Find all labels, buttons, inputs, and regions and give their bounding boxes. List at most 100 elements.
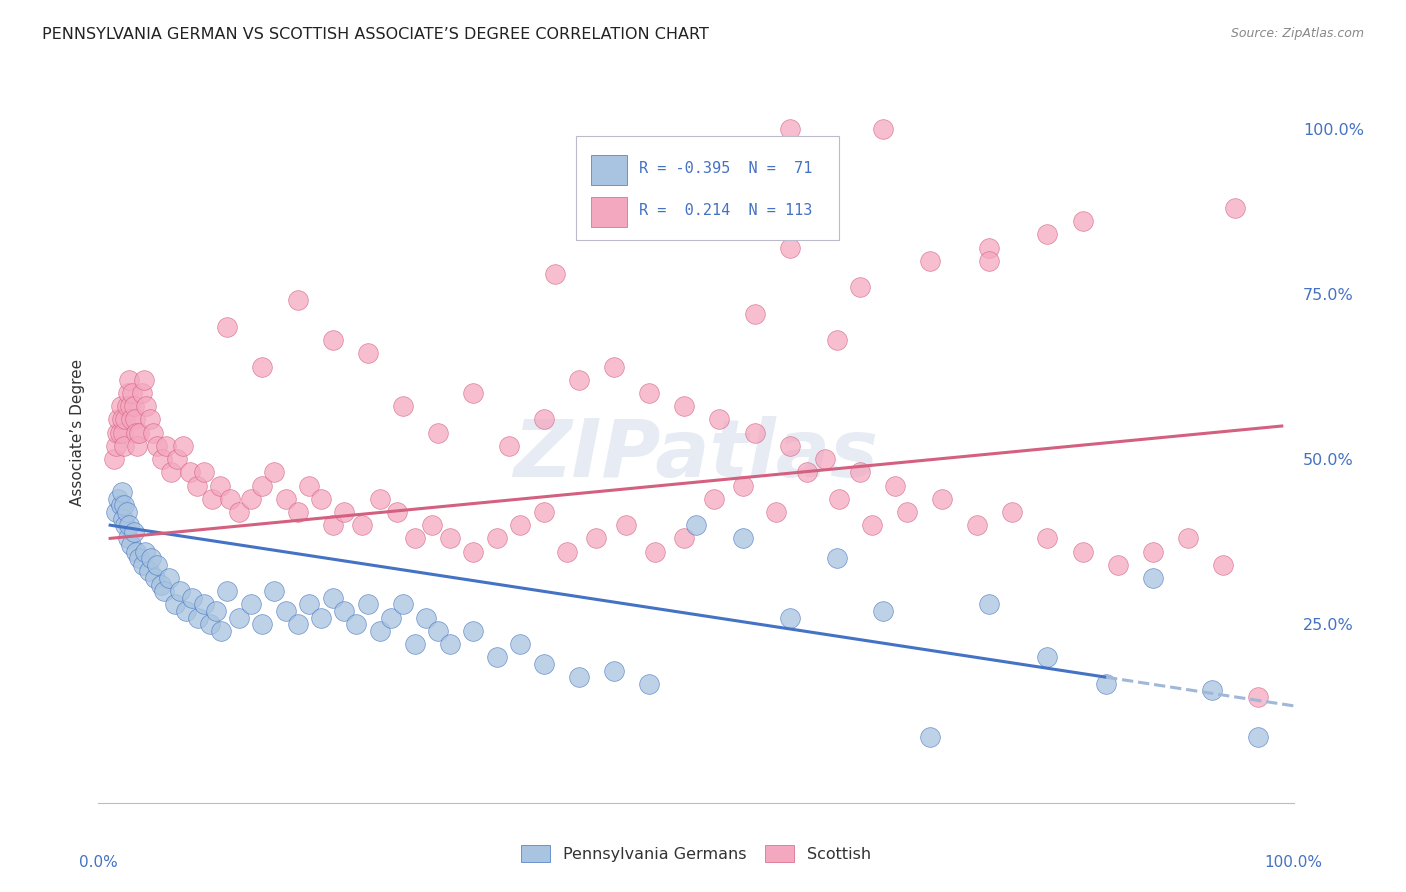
- Point: [322, 333, 344, 347]
- Point: [252, 478, 274, 492]
- Point: [287, 505, 309, 519]
- Point: [132, 373, 156, 387]
- Point: [1247, 690, 1270, 704]
- Point: [1071, 214, 1094, 228]
- Point: [263, 465, 285, 479]
- Point: [896, 505, 918, 519]
- Point: [105, 439, 128, 453]
- Point: [779, 240, 801, 255]
- Point: [1095, 677, 1118, 691]
- Point: [966, 518, 988, 533]
- Point: [920, 253, 942, 268]
- Point: [105, 425, 128, 440]
- Point: [141, 551, 163, 566]
- Point: [112, 511, 135, 525]
- Point: [357, 598, 380, 612]
- Point: [825, 333, 848, 347]
- Point: [228, 611, 250, 625]
- Point: [146, 439, 169, 453]
- Point: [274, 491, 297, 506]
- Point: [186, 478, 208, 492]
- Point: [112, 425, 135, 440]
- Point: [1142, 544, 1164, 558]
- Point: [107, 412, 129, 426]
- Point: [117, 532, 139, 546]
- Point: [201, 491, 224, 506]
- Point: [157, 571, 180, 585]
- Point: [333, 505, 356, 519]
- Point: [153, 584, 176, 599]
- Point: [872, 121, 894, 136]
- Point: [585, 532, 607, 546]
- Point: [149, 577, 172, 591]
- Text: 0.0%: 0.0%: [79, 855, 118, 870]
- Point: [128, 425, 150, 440]
- Point: [107, 491, 129, 506]
- Point: [1247, 730, 1270, 744]
- Point: [644, 544, 666, 558]
- Point: [568, 373, 591, 387]
- Point: [1036, 532, 1059, 546]
- Point: [110, 399, 132, 413]
- Point: [150, 452, 173, 467]
- Point: [111, 485, 134, 500]
- Point: [709, 412, 731, 426]
- Point: [884, 478, 907, 492]
- Point: [703, 491, 725, 506]
- Point: [439, 532, 461, 546]
- Point: [239, 491, 262, 506]
- Point: [211, 624, 233, 638]
- Point: [673, 532, 696, 546]
- Point: [860, 518, 883, 533]
- Point: [1223, 201, 1246, 215]
- Point: [105, 505, 128, 519]
- Point: [174, 604, 197, 618]
- Point: [179, 465, 201, 479]
- Point: [814, 452, 837, 467]
- Point: [204, 604, 226, 618]
- Point: [172, 439, 194, 453]
- Point: [114, 412, 136, 426]
- Point: [263, 584, 285, 599]
- Point: [131, 386, 153, 401]
- Point: [765, 505, 787, 519]
- Point: [498, 439, 520, 453]
- Text: PENNSYLVANIA GERMAN VS SCOTTISH ASSOCIATE’S DEGREE CORRELATION CHART: PENNSYLVANIA GERMAN VS SCOTTISH ASSOCIAT…: [42, 27, 709, 42]
- Point: [181, 591, 204, 605]
- Point: [731, 532, 754, 546]
- Point: [1036, 650, 1059, 665]
- FancyBboxPatch shape: [576, 136, 839, 240]
- Point: [385, 505, 409, 519]
- Point: [357, 346, 380, 360]
- Point: [163, 598, 186, 612]
- Point: [309, 611, 332, 625]
- Point: [533, 505, 555, 519]
- Point: [125, 425, 148, 440]
- Point: [568, 670, 591, 684]
- Point: [127, 439, 149, 453]
- Point: [509, 637, 531, 651]
- Point: [828, 491, 851, 506]
- Point: [1001, 505, 1024, 519]
- Point: [193, 465, 215, 479]
- Point: [125, 544, 148, 558]
- Point: [110, 499, 132, 513]
- Point: [485, 650, 508, 665]
- Point: [112, 439, 135, 453]
- Point: [533, 412, 555, 426]
- Point: [228, 505, 250, 519]
- Point: [117, 386, 139, 401]
- Point: [1036, 227, 1059, 242]
- Point: [463, 544, 485, 558]
- Text: ZIPatlas: ZIPatlas: [513, 416, 879, 494]
- Point: [252, 617, 274, 632]
- Legend: Pennsylvania Germans, Scottish: Pennsylvania Germans, Scottish: [515, 838, 877, 869]
- Point: [352, 518, 374, 533]
- Point: [274, 604, 297, 618]
- Point: [603, 359, 626, 374]
- Point: [309, 491, 332, 506]
- Point: [825, 551, 848, 566]
- Point: [118, 373, 141, 387]
- Point: [121, 386, 143, 401]
- Point: [427, 425, 450, 440]
